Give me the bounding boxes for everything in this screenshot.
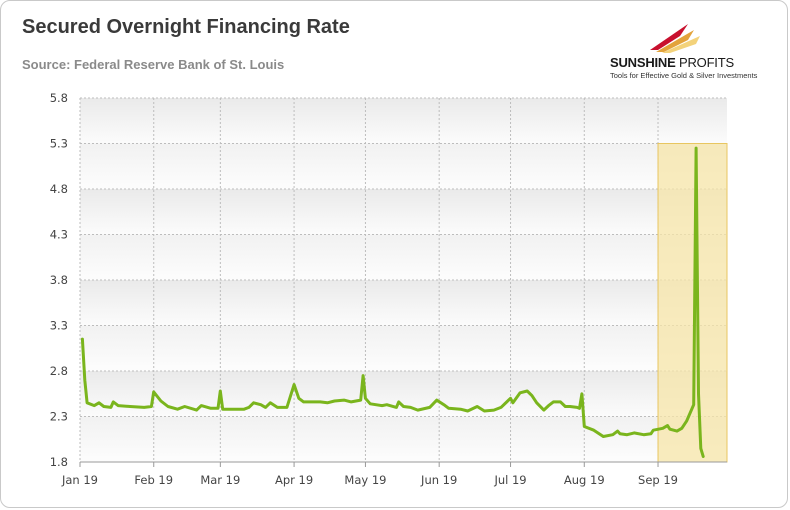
chart-title: Secured Overnight Financing Rate <box>22 16 350 38</box>
y-tick-label: 4.3 <box>50 228 68 242</box>
x-tick-label: Apr 19 <box>275 473 313 487</box>
logo-wordmark-light: PROFITS <box>679 55 734 70</box>
x-tick-label: Mar 19 <box>200 473 240 487</box>
x-tick-label: Feb 19 <box>134 473 173 487</box>
plot-band <box>80 98 727 144</box>
x-tick-label: May 19 <box>344 473 386 487</box>
plot-band <box>80 325 727 371</box>
y-tick-label: 2.3 <box>50 410 68 424</box>
y-tick-label: 2.8 <box>50 364 68 378</box>
sunshine-profits-logo: SUNSHINE PROFITS Tools for Effective Gol… <box>610 14 770 84</box>
logo-swoosh-icon <box>650 24 700 53</box>
y-tick-label: 5.3 <box>50 137 68 151</box>
logo-tagline: Tools for Effective Gold & Silver Invest… <box>610 71 758 80</box>
y-tick-label: 4.8 <box>50 182 68 196</box>
y-tick-label: 3.8 <box>50 273 68 287</box>
y-tick-label: 5.8 <box>50 91 68 105</box>
x-tick-label: Aug 19 <box>564 473 605 487</box>
x-tick-label: Jan 19 <box>61 473 98 487</box>
series-line <box>80 146 705 458</box>
plot-band <box>80 143 727 189</box>
x-tick-label: Jun 19 <box>420 473 457 487</box>
x-tick-label: Sep 19 <box>638 473 678 487</box>
logo-wordmark-bold: SUNSHINE <box>610 55 676 70</box>
y-tick-label: 3.3 <box>50 319 68 333</box>
plot-band <box>80 234 727 280</box>
highlight-region <box>657 143 728 463</box>
plot-band <box>80 189 727 235</box>
y-tick-label: 1.8 <box>50 455 68 469</box>
x-tick-label: Jul 19 <box>493 473 526 487</box>
logo-wordmark: SUNSHINE PROFITS <box>610 55 734 70</box>
plot-band <box>80 280 727 326</box>
chart-source: Source: Federal Reserve Bank of St. Loui… <box>22 57 285 72</box>
plot-band <box>80 416 727 462</box>
